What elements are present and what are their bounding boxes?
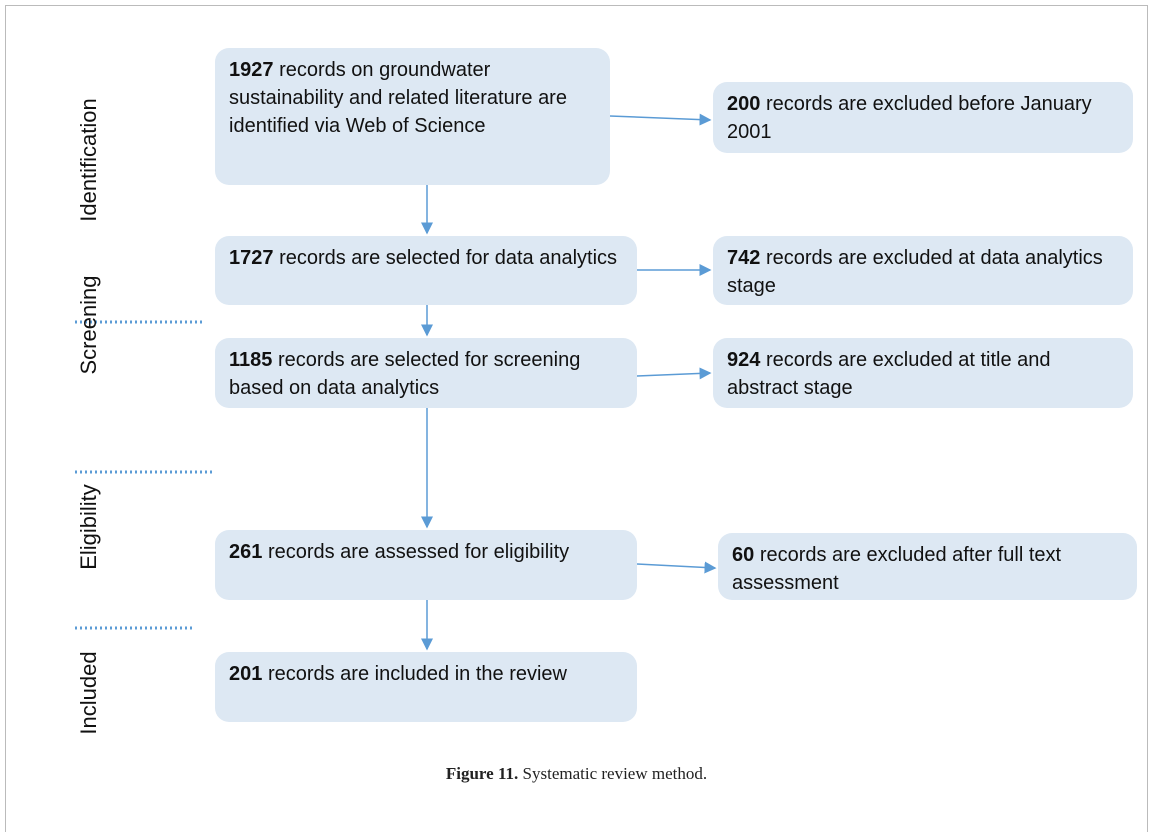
exclusion-box: 200 records are excluded before January … bbox=[713, 82, 1133, 153]
box-text: records are selected for data analytics bbox=[279, 247, 618, 269]
flow-box: 261 records are assessed for eligibility bbox=[215, 530, 637, 600]
box-text: records are excluded after full text ass… bbox=[732, 544, 1062, 594]
box-text: records are excluded before January 2001 bbox=[727, 93, 1092, 143]
box-text: records are included in the review bbox=[267, 663, 567, 685]
box-text: records on groundwater sustainability an… bbox=[229, 59, 567, 137]
count: 1927 bbox=[229, 59, 274, 81]
count: 201 bbox=[229, 663, 263, 685]
count: 261 bbox=[229, 541, 263, 563]
frame bbox=[5, 5, 1148, 832]
count: 200 bbox=[727, 93, 761, 115]
caption: Figure 11. Systematic review method. bbox=[0, 764, 1153, 784]
stage-label: Eligibility bbox=[76, 484, 101, 570]
count: 1185 bbox=[229, 349, 273, 371]
box-text: records are assessed for eligibility bbox=[267, 541, 570, 563]
exclusion-box: 60 records are excluded after full text … bbox=[718, 533, 1137, 600]
box-text: records are excluded at title and abstra… bbox=[727, 349, 1051, 399]
flow-box: 1927 records on groundwater sustainabili… bbox=[215, 48, 610, 185]
flow-box: 1727 records are selected for data analy… bbox=[215, 236, 637, 305]
count: 742 bbox=[727, 247, 761, 269]
count: 924 bbox=[727, 349, 761, 371]
stage-label: Screening bbox=[76, 275, 101, 374]
flow-box: 1185 records are selected for screening … bbox=[215, 338, 637, 408]
caption-text: Systematic review method. bbox=[522, 764, 708, 783]
arrow bbox=[609, 113, 712, 126]
exclusion-box: 742 records are excluded at data analyti… bbox=[713, 236, 1133, 305]
caption-label: Figure 11. bbox=[445, 764, 519, 783]
count: 1727 bbox=[229, 247, 274, 269]
stage-label: Included bbox=[76, 651, 101, 734]
count: 60 bbox=[732, 544, 755, 566]
box-text: records are selected for screening based… bbox=[229, 349, 581, 399]
exclusion-box: 924 records are excluded at title and ab… bbox=[713, 338, 1133, 408]
arrow bbox=[636, 561, 717, 574]
stage-label: Identification bbox=[76, 98, 101, 222]
box-text: records are excluded at data analytics s… bbox=[727, 247, 1103, 297]
arrow bbox=[636, 367, 712, 380]
flow-box: 201 records are included in the review bbox=[215, 652, 637, 722]
